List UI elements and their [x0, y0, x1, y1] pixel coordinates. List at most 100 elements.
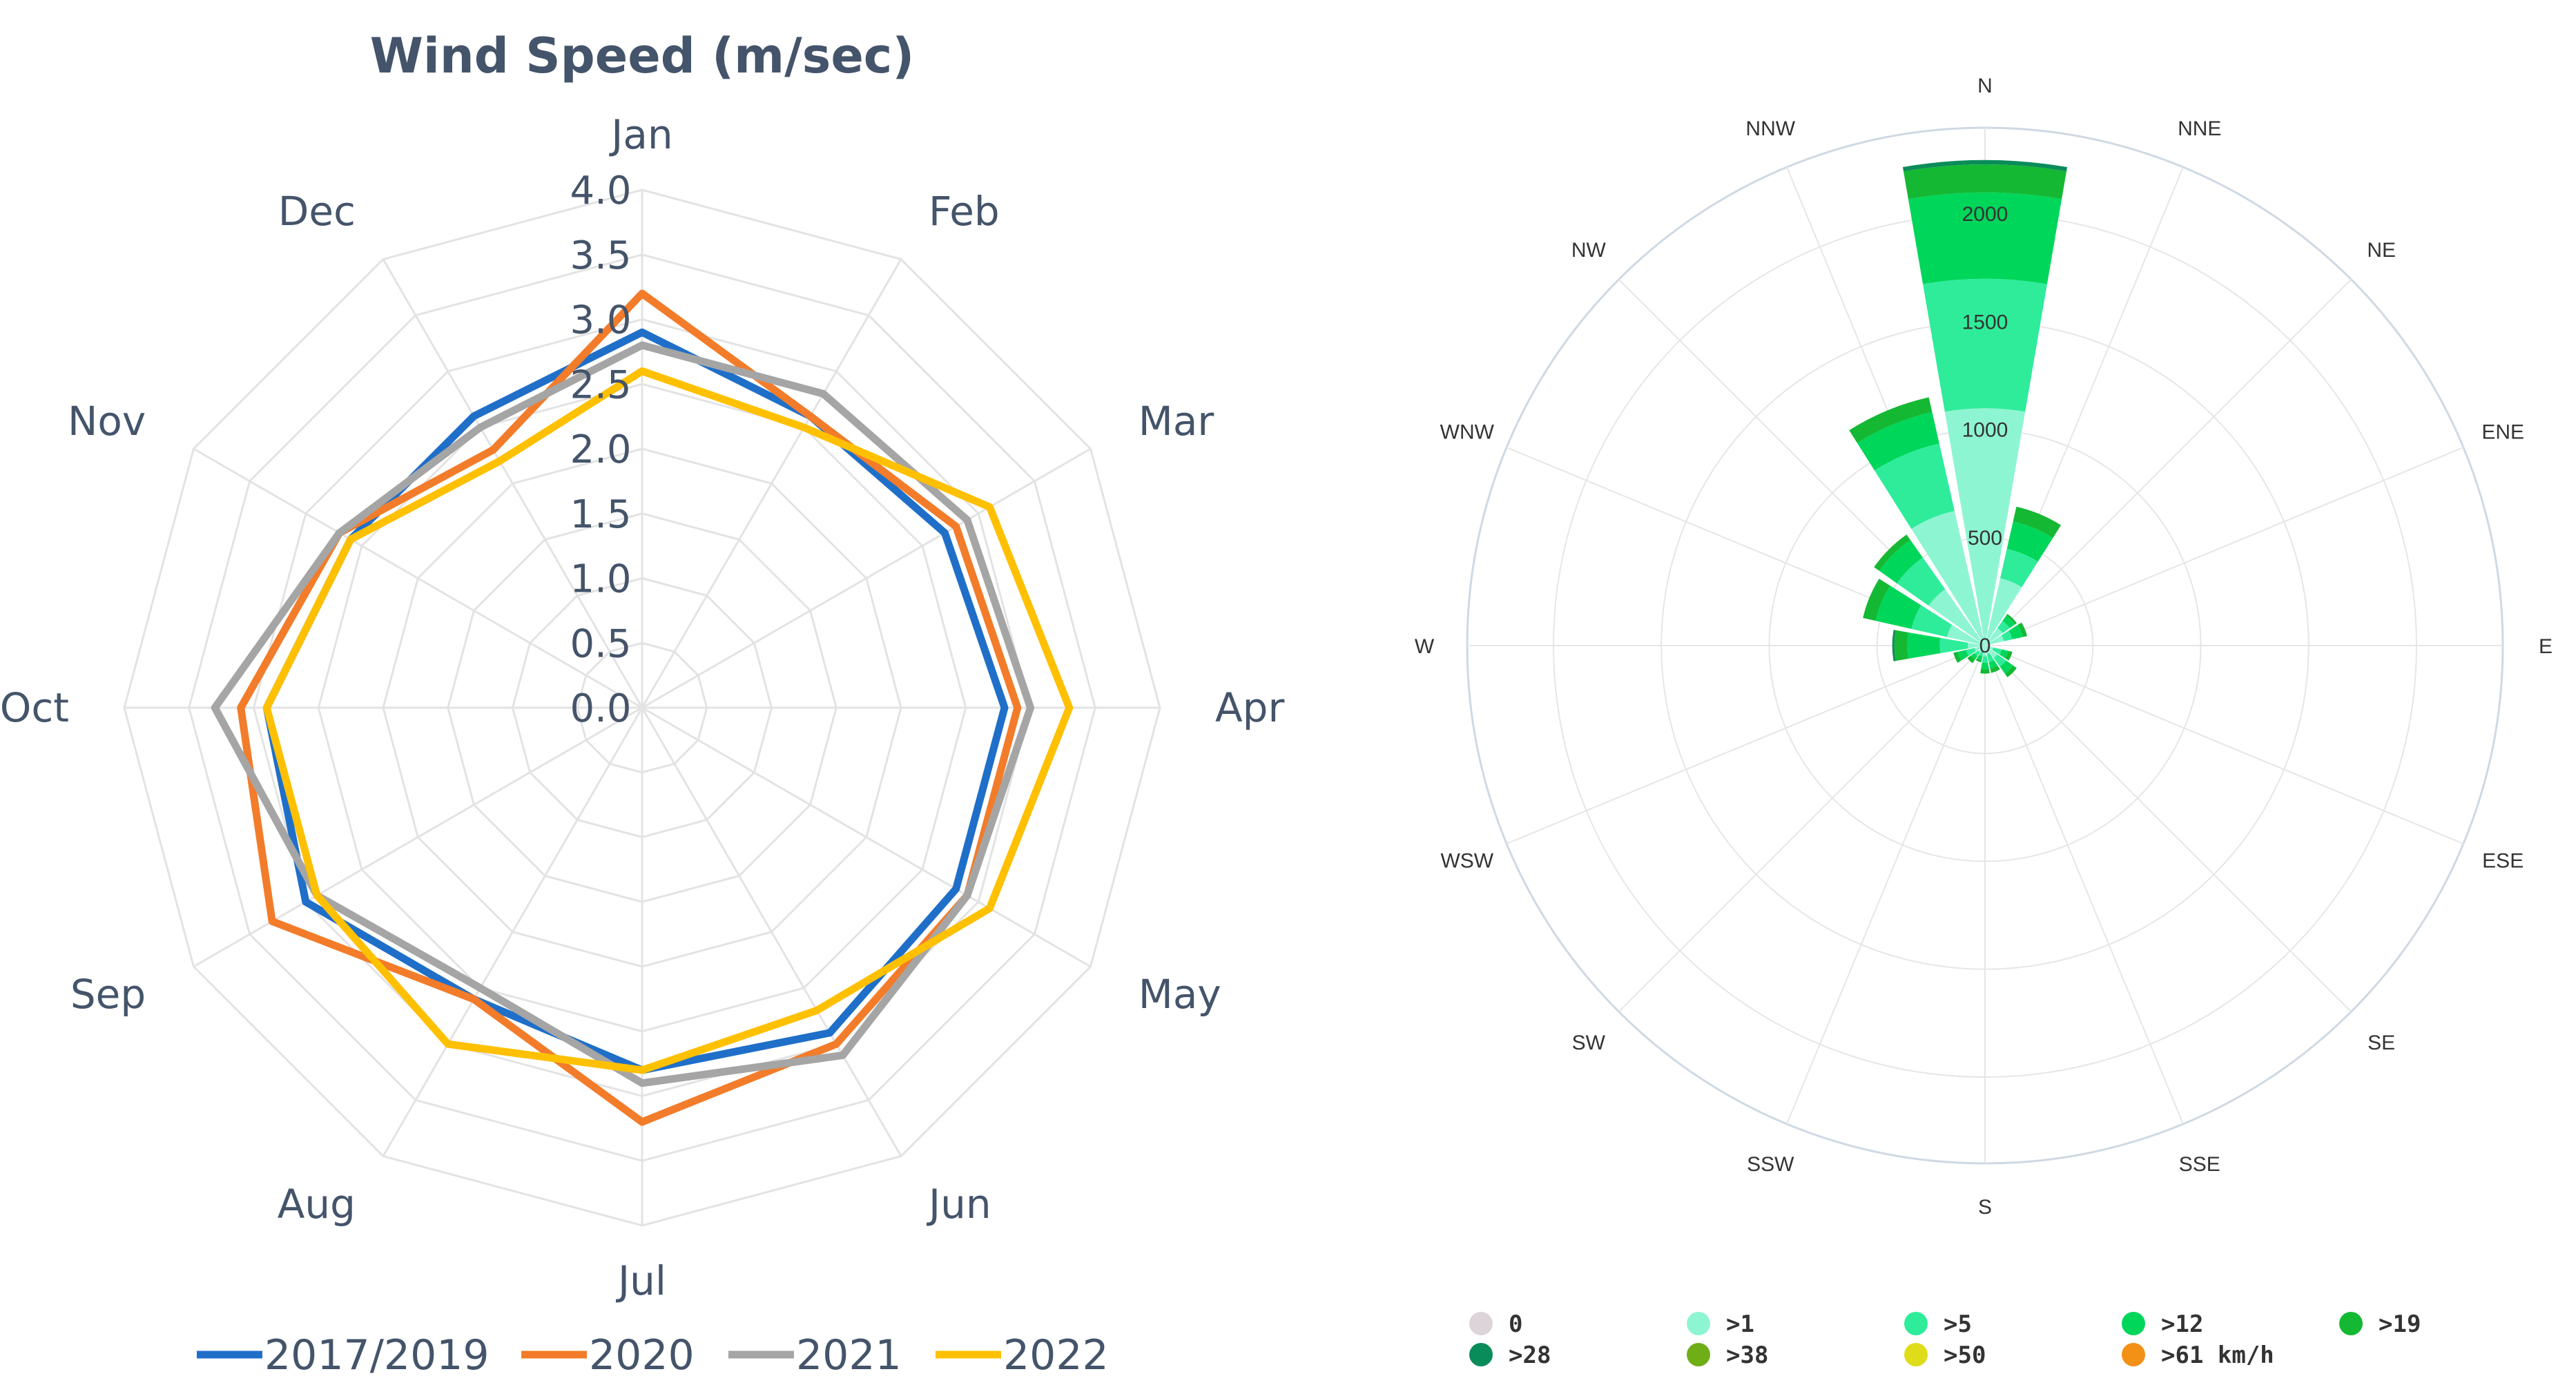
wind-rose-bar-segment [1911, 605, 1953, 637]
wind-rose-bar-segment [1974, 650, 1980, 657]
wind-rose-bar-segment [1939, 637, 1968, 654]
wind-rose-bar-segment [2017, 622, 2027, 637]
radar-category-label: Jun [927, 1181, 991, 1228]
wind-rose-spoke [1786, 645, 1986, 1125]
wind-rose-spoke [1984, 278, 2352, 646]
wind-rose-bar-segment [1985, 578, 2022, 646]
radar-category-label: May [1139, 971, 1221, 1018]
wind-rose-bar-segment [1979, 650, 1984, 657]
wind-rose-legend-label: >5 [1944, 1310, 1972, 1338]
wind-rose-direction-label: SW [1572, 1032, 1606, 1054]
radar-category-label: Feb [929, 188, 1000, 235]
wind-rose-direction-label: NE [2367, 239, 2396, 262]
radar-category-label: Mar [1139, 398, 1214, 445]
wind-rose-legend-marker [1904, 1343, 1928, 1366]
wind-rose-legend-marker [1904, 1312, 1928, 1335]
wind-rose-chart: 0 500 1000 1500 2000 N NNE NE ENE E ESE SE SSE S SSW S… [1415, 75, 2553, 1369]
radar-legend: 2017/2019 2020 2021 2022 [197, 1331, 1109, 1380]
wind-rose-tick-label: 1000 [1962, 419, 2008, 442]
wind-rose-bar-segment [1947, 624, 1985, 646]
wind-rose-direction-label: SE [2367, 1032, 2395, 1054]
wind-rose-bar-segment [1977, 646, 1985, 653]
radar-tick-label: 0.0 [570, 686, 631, 731]
wind-rose-bar-segment [1857, 412, 1939, 471]
wind-rose-bar-segment [1923, 278, 2047, 412]
wind-rose-bar-segment [1944, 408, 2026, 646]
radar-tick-label: 2.5 [570, 362, 631, 407]
radar-tick-label: 1.5 [570, 492, 631, 537]
radar-tick-label: 3.0 [570, 298, 631, 343]
wind-rose-spoke [1506, 645, 1986, 844]
wind-rose-legend-marker [2122, 1312, 2145, 1335]
wind-rose-direction-label: WNW [1440, 420, 1495, 443]
wind-rose-bar-segment [1988, 660, 1998, 669]
radar-category-label: Dec [278, 188, 356, 235]
wind-rose-bar-segment [2013, 506, 2062, 539]
wind-rose-legend-label: >38 [1726, 1342, 1768, 1369]
radar-tick-label: 2.0 [570, 427, 631, 472]
radar-category-label: Apr [1215, 684, 1284, 731]
wind-rose-bar-segment [1999, 660, 2013, 674]
radar-category-labels: Jan Feb Mar Apr May Jun Jul Aug Sep Oct Nov Dec [0, 111, 1284, 1304]
wind-rose-bar-segment [1863, 579, 1890, 621]
wind-rose-legend-marker [1687, 1312, 1710, 1335]
wind-rose-bar-segment [2000, 548, 2038, 588]
wind-rose-bar-segment [1986, 652, 1995, 663]
wind-rose-legend-label: 0 [1509, 1310, 1522, 1338]
radar-spoke [382, 258, 643, 708]
wind-rose-legend-label: >12 [2161, 1310, 2203, 1338]
wind-rose-spoke [1984, 645, 2464, 844]
wind-rose-bar-segment [1982, 656, 1988, 663]
wind-rose-direction-label: SSW [1747, 1153, 1794, 1176]
wind-rose-direction-label: W [1415, 635, 1435, 658]
wind-rose-bar-segment [1980, 668, 1990, 674]
wind-rose-bar-segment [2006, 521, 2053, 562]
wind-rose-direction-label: NNW [1745, 117, 1795, 140]
radar-legend-label: 2017/2019 [264, 1331, 490, 1380]
wind-rose-spoke [1984, 447, 2464, 646]
wind-rose-bar-segment [1997, 621, 2010, 633]
radar-legend-label: 2021 [796, 1331, 902, 1380]
wind-rose-bar-segment [2001, 630, 2013, 641]
wind-rose-bar-segment [1953, 651, 1962, 664]
wind-rose-direction-label: S [1978, 1196, 1992, 1219]
radar-series-line [262, 367, 1074, 1074]
wind-rose-bar-segment [1874, 534, 1910, 571]
wind-rose-bar-segment [1928, 589, 1985, 646]
wind-rose-bar-segment [1977, 655, 1983, 661]
radar-series-line [211, 341, 1034, 1087]
radar-legend-label: 2022 [1003, 1331, 1109, 1380]
radar-category-label: Oct [0, 684, 69, 731]
radar-spoke [382, 707, 643, 1157]
wind-rose-legend-marker [2339, 1312, 2363, 1335]
wind-rose-legend-label: >50 [1944, 1342, 1986, 1369]
radar-title: Wind Speed (m/sec) [370, 28, 915, 84]
wind-rose-bar-segment [1849, 397, 1933, 443]
wind-rose-bar-segment [1894, 630, 1909, 661]
radar-spoke [193, 447, 643, 709]
radar-category-label: Sep [70, 971, 146, 1018]
wind-rose-bar-segment [1879, 539, 1923, 583]
radar-tick-label: 4.0 [570, 168, 631, 213]
radar-tick-labels: 0.0 0.5 1.0 1.5 2.0 2.5 3.0 3.5 4.0 [570, 168, 631, 731]
wind-rose-bar-segment [1981, 662, 1989, 670]
wind-rose-bar-segment [1874, 443, 1955, 529]
wind-rose-direction-label: NW [1571, 239, 1607, 262]
wind-rose-bar-segment [1975, 658, 1982, 663]
wind-rose-legend-label: >61 km/h [2161, 1342, 2274, 1369]
wind-rose-bar-segment [1985, 646, 1990, 655]
wind-rose-tick-label: 0 [1979, 635, 1991, 657]
wind-rose-direction-labels: N NNE NE ENE E ESE SE SSE S SSW SW WSW W WNW NW NNW [1415, 75, 2553, 1219]
wind-rose-bar-segment [1985, 628, 2003, 646]
wind-rose-bar-segment [1957, 650, 1969, 661]
radar-grid [123, 188, 1161, 1227]
radar-category-label: Nov [68, 398, 146, 445]
wind-rose-bar-segment [1902, 159, 2068, 172]
wind-rose-bar-segment [2005, 650, 2013, 661]
wind-rose-bar-segment [1966, 648, 1976, 657]
wind-rose-bar-segment [1892, 630, 1896, 661]
wind-rose-legend-label: >1 [1726, 1310, 1754, 1338]
wind-rose-bars [1849, 159, 2068, 677]
radar-category-label: Jan [609, 111, 672, 158]
